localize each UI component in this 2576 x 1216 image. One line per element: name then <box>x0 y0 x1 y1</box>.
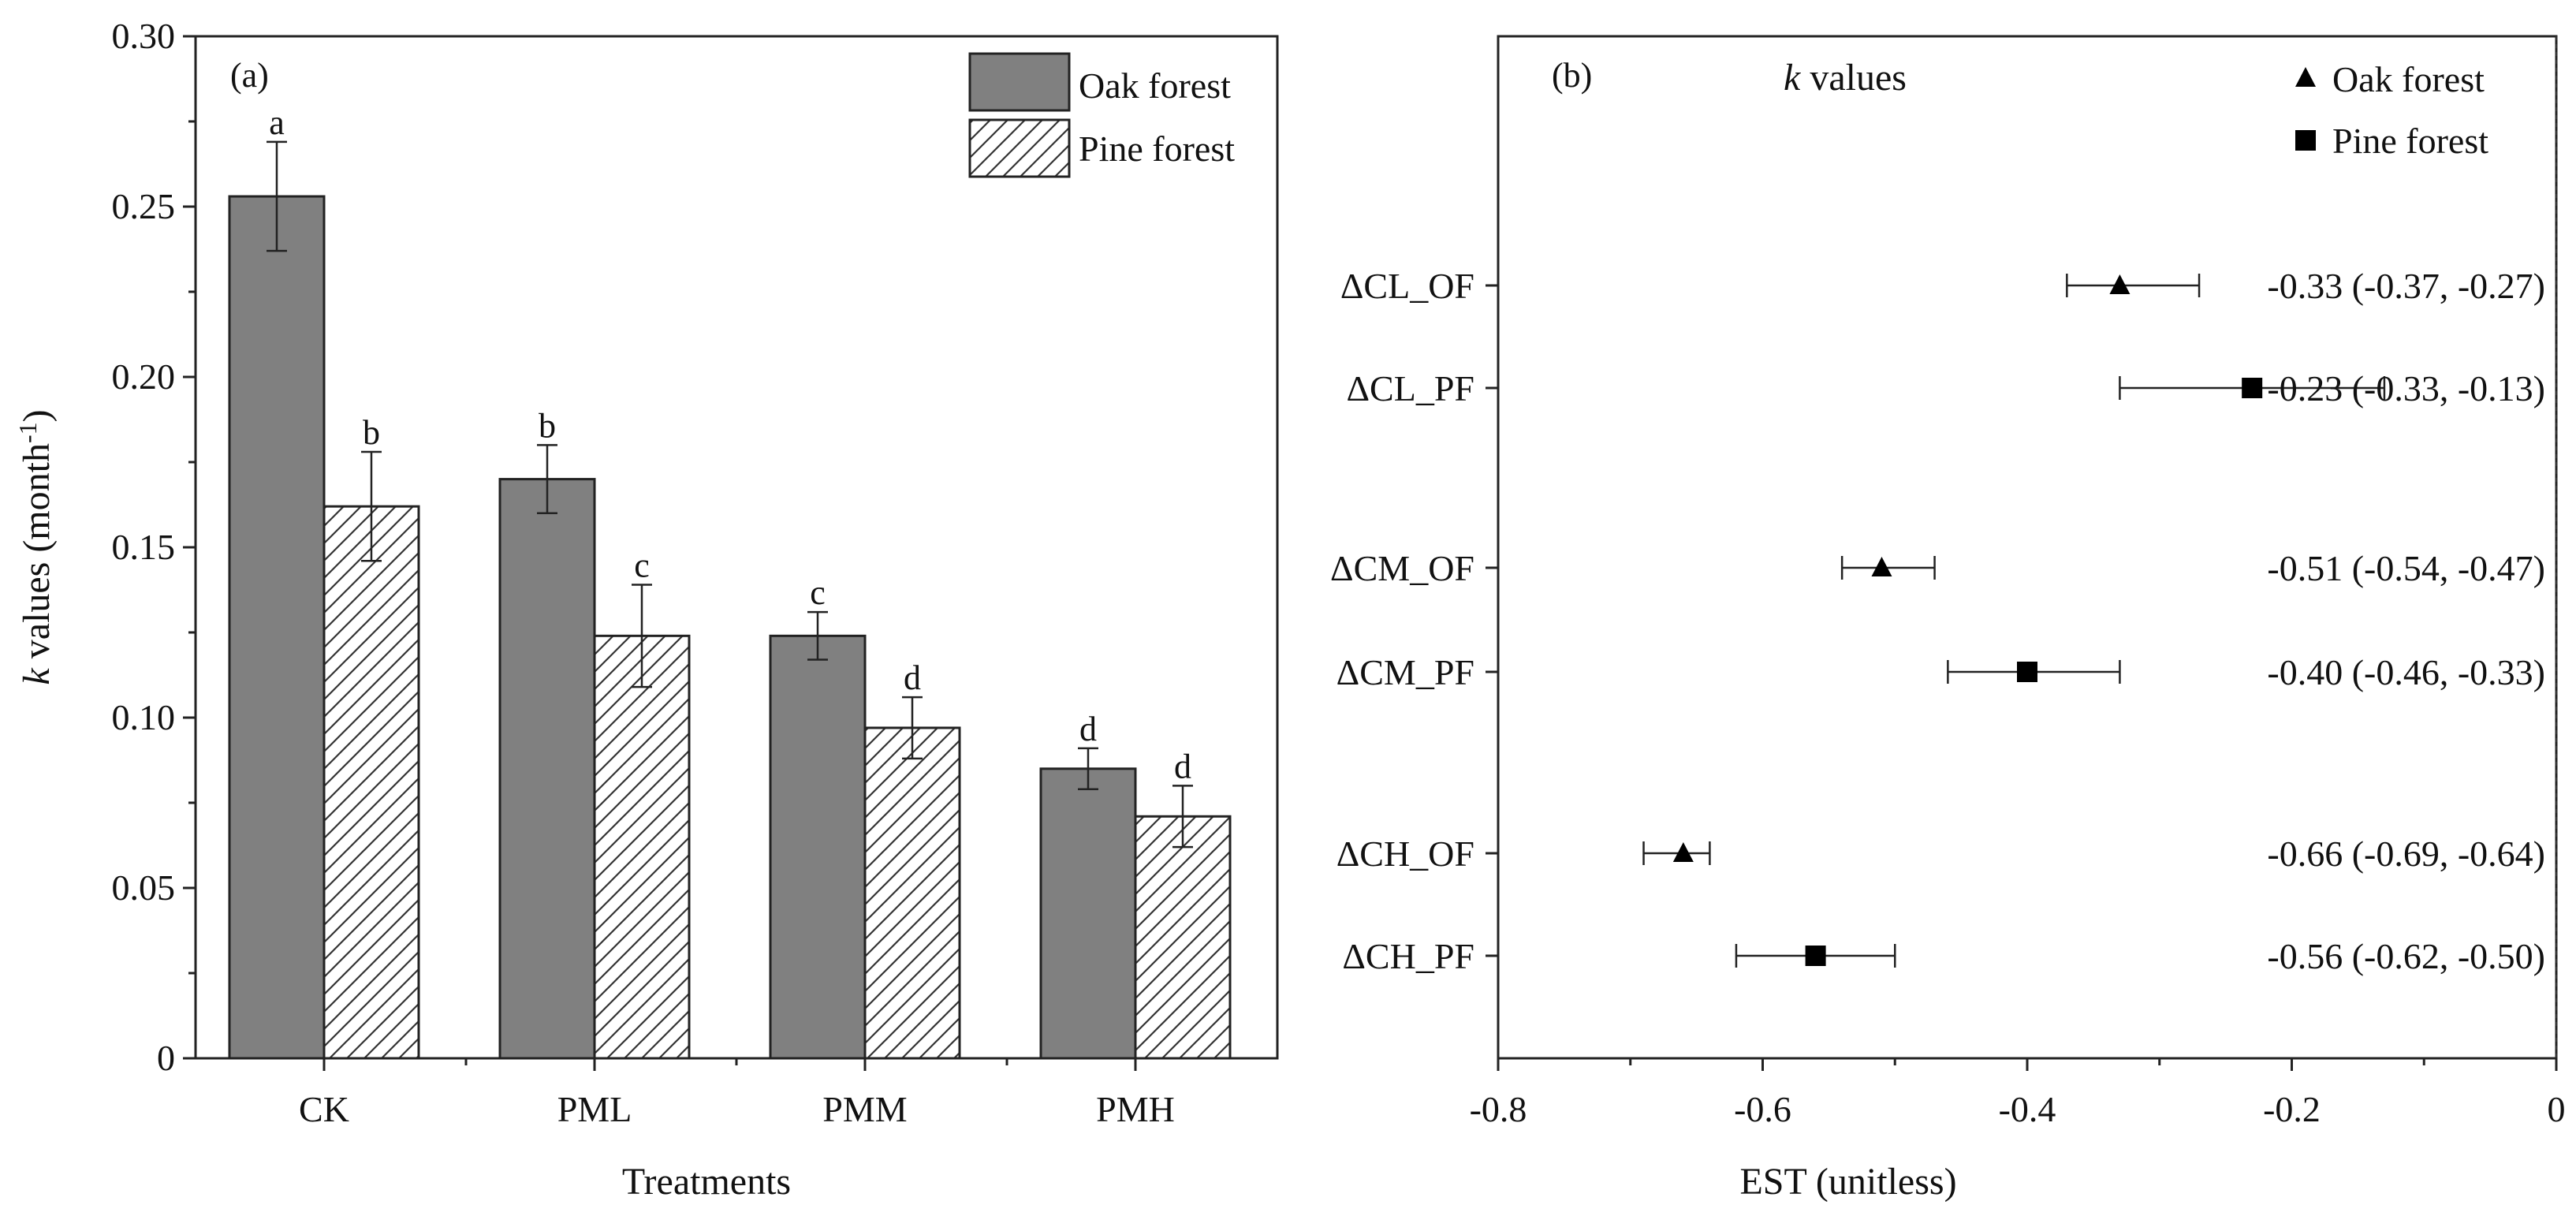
x-axis-ticks: CK PML PMM PMH <box>299 1058 1175 1129</box>
estimate-annotation: -0.56 (-0.62, -0.50) <box>2267 936 2545 976</box>
significance-letter: c <box>634 546 650 585</box>
estimate-annotation: -0.40 (-0.46, -0.33) <box>2267 652 2545 692</box>
estimate-row: ΔCH_OF -0.66 (-0.69, -0.64) <box>1336 834 2545 874</box>
legend-b-label-pine: Pine forest <box>2332 121 2488 161</box>
estimate-row: ΔCM_OF -0.51 (-0.54, -0.47) <box>1330 548 2545 588</box>
bar-oak-pml <box>498 478 596 1060</box>
y-tick-label: 0.20 <box>112 356 176 397</box>
square-marker <box>2242 378 2263 398</box>
forest-plot-panel: -0.8 -0.6 -0.4 -0.2 0 ΔCL_OF -0.33 (-0.37, -0… <box>1330 35 2566 1203</box>
legend: Oak forest Pine forest <box>968 52 1235 178</box>
significance-letter: d <box>1174 747 1191 785</box>
row-label: ΔCL_PF <box>1346 368 1474 408</box>
bar-chart-panel: a b c d b c d d 0 0.05 0.10 0.15 0.20 0.25 0.30 CK PML… <box>13 16 1279 1203</box>
x-axis-label: Treatments <box>622 1161 791 1203</box>
estimate-row: ΔCH_PF -0.56 (-0.62, -0.50) <box>1342 936 2545 976</box>
panel-label: (a) <box>230 56 269 95</box>
bar-pine-pmh <box>1134 815 1232 1060</box>
y-axis-label-k: k <box>16 667 58 685</box>
legend-label-oak: Oak forest <box>1079 65 1231 106</box>
error-bars-layer <box>267 140 1193 849</box>
significance-letter: c <box>810 573 826 612</box>
estimate-annotation: -0.33 (-0.37, -0.27) <box>2267 266 2545 306</box>
significance-letter: d <box>904 658 921 697</box>
row-label: ΔCM_PF <box>1336 652 1474 692</box>
y-axis-ticks: 0 0.05 0.10 0.15 0.20 0.25 0.30 <box>112 16 196 1078</box>
x-tick-label: CK <box>299 1089 349 1129</box>
significance-letters-layer: a b c d b c d d <box>269 103 1191 785</box>
x-tick-label-b: 0 <box>2548 1089 2566 1129</box>
square-marker <box>2017 662 2037 682</box>
x-tick-label-b: -0.6 <box>1734 1089 1791 1129</box>
x-tick-label-b: -0.8 <box>1470 1089 1527 1129</box>
y-axis-label-sup: -1 <box>13 422 42 443</box>
estimate-row: ΔCL_OF -0.33 (-0.37, -0.27) <box>1340 266 2545 306</box>
bar-oak-pmh <box>1039 767 1137 1060</box>
triangle-marker <box>1672 842 1694 862</box>
x-tick-label: PMM <box>822 1089 907 1129</box>
legend-label-pine: Pine forest <box>1079 129 1235 169</box>
x-tick-label: PMH <box>1096 1089 1175 1129</box>
significance-letter: a <box>269 103 285 142</box>
x-tick-label-b: -0.2 <box>2263 1089 2321 1129</box>
estimate-row: ΔCM_PF -0.40 (-0.46, -0.33) <box>1336 652 2545 692</box>
y-tick-label: 0.05 <box>112 867 176 908</box>
triangle-marker <box>1871 557 1892 576</box>
legend-swatch-oak <box>968 52 1071 112</box>
row-label: ΔCL_OF <box>1340 266 1474 306</box>
row-label: ΔCH_PF <box>1342 936 1474 976</box>
x-axis-ticks-b: -0.8 -0.6 -0.4 -0.2 0 <box>1470 1058 2566 1129</box>
estimate-annotation: -0.66 (-0.69, -0.64) <box>2267 834 2545 874</box>
legend-b: Oak forest Pine forest <box>2295 59 2488 161</box>
plot-frame-b <box>1497 35 2558 1060</box>
x-axis-label-b: EST (unitless) <box>1739 1161 1956 1203</box>
panel-label-b: (b) <box>1552 56 1592 95</box>
estimates-layer: ΔCL_OF -0.33 (-0.37, -0.27) ΔCL_PF -0.23 (-… <box>1330 266 2545 976</box>
panel-title-text: values <box>1800 57 1907 99</box>
legend-swatch-pine <box>968 118 1071 178</box>
bar-oak-ck <box>228 195 326 1060</box>
square-marker <box>1805 946 1826 966</box>
significance-letter: d <box>1079 710 1097 748</box>
significance-letter: b <box>539 406 556 445</box>
y-axis-label-text: values (month <box>16 443 58 668</box>
y-axis-label: k values (month-1) <box>13 409 58 684</box>
estimate-row: ΔCL_PF -0.23 (-0.33, -0.13) <box>1346 368 2545 408</box>
bar-pine-pml <box>593 634 691 1060</box>
bar-oak-pmm <box>769 634 867 1060</box>
panel-title-k: k <box>1784 57 1802 99</box>
estimate-annotation: -0.51 (-0.54, -0.47) <box>2267 548 2545 588</box>
y-tick-label: 0 <box>157 1038 175 1078</box>
triangle-icon <box>2295 67 2316 87</box>
triangle-marker <box>2109 274 2131 294</box>
y-axis-label-close: ) <box>16 409 58 422</box>
y-tick-label: 0.15 <box>112 527 176 567</box>
row-label: ΔCH_OF <box>1336 834 1474 874</box>
bars-layer <box>228 195 1232 1060</box>
estimate-annotation: -0.23 (-0.33, -0.13) <box>2267 368 2545 408</box>
significance-letter: b <box>363 413 380 452</box>
y-tick-label: 0.25 <box>112 186 176 226</box>
bar-pine-pmm <box>863 726 961 1060</box>
square-icon <box>2295 130 2316 151</box>
legend-b-label-oak: Oak forest <box>2332 59 2485 99</box>
x-tick-label-b: -0.4 <box>1999 1089 2056 1129</box>
panel-title-b: k values <box>1784 57 1907 99</box>
x-tick-label: PML <box>557 1089 632 1129</box>
y-tick-label: 0.30 <box>112 16 176 56</box>
row-label: ΔCM_OF <box>1330 548 1474 588</box>
y-tick-label: 0.10 <box>112 697 176 737</box>
bar-pine-ck <box>322 505 420 1060</box>
